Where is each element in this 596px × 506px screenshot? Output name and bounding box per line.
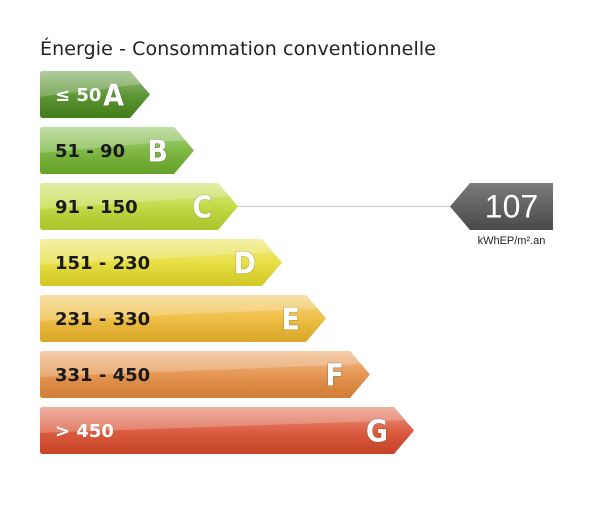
band-shade (40, 295, 326, 342)
band-range-label: 91 - 150 (55, 197, 138, 218)
band-range-label: 51 - 90 (55, 141, 125, 162)
energy-band-d: 151 - 230 D (40, 239, 282, 286)
energy-band-b: 51 - 90 B (40, 127, 194, 174)
chart-title: Énergie - Consommation conventionnelle (40, 38, 436, 60)
band-letter: E (282, 303, 300, 338)
band-range-label: ≤ 50 (55, 85, 101, 106)
consumption-unit: kWhEP/m².an (478, 235, 546, 247)
band-letter: F (326, 359, 344, 394)
band-letter: A (103, 79, 124, 114)
indicator-arrow (450, 183, 553, 230)
band-shade (40, 239, 282, 286)
band-range-label: 331 - 450 (55, 365, 150, 386)
band-letter: D (234, 247, 256, 282)
band-range-label: 151 - 230 (55, 253, 150, 274)
energy-band-a: ≤ 50 A (40, 71, 150, 118)
band-shade (40, 407, 414, 454)
value-indicator: 107 kWhEP/m².an (450, 183, 553, 247)
band-letter: G (366, 415, 388, 450)
band-letter: C (192, 191, 212, 226)
energy-band-c: 91 - 150 C (40, 183, 238, 230)
consumption-value: 107 (485, 189, 538, 225)
energy-band-g: > 450 G (40, 407, 414, 454)
band-range-label: 231 - 330 (55, 309, 150, 330)
energy-band-e: 231 - 330 E (40, 295, 326, 342)
band-range-label: > 450 (55, 421, 114, 442)
band-shade (40, 127, 194, 174)
band-shade (40, 71, 150, 118)
band-shade (40, 183, 238, 230)
energy-band-f: 331 - 450 F (40, 351, 370, 398)
band-shade (40, 351, 370, 398)
band-letter: B (147, 135, 168, 170)
